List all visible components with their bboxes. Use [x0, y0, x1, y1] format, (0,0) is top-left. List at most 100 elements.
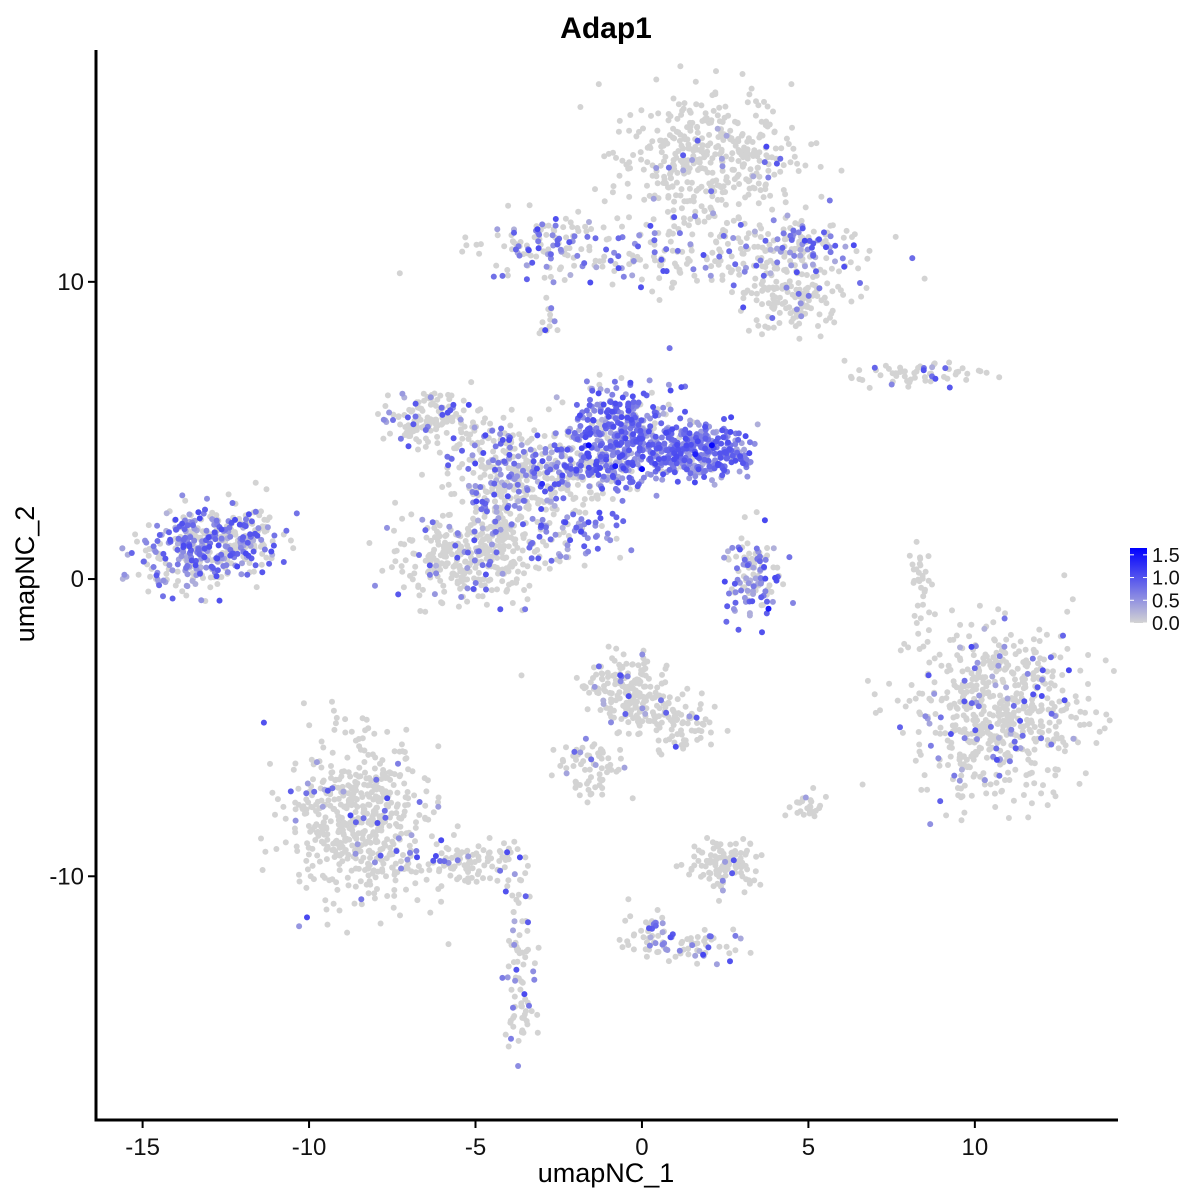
cell-point [750, 588, 756, 594]
cell-point [996, 653, 1003, 660]
cell-point [485, 552, 492, 559]
cell-point [914, 602, 921, 609]
cell-point [1003, 684, 1010, 691]
cell-point [386, 822, 393, 829]
cell-point [492, 518, 499, 525]
cell-point [321, 874, 328, 881]
cell-point [953, 632, 960, 639]
cell-point [592, 762, 599, 768]
cell-point [750, 173, 757, 180]
cell-point [956, 777, 963, 784]
cell-point [613, 522, 620, 529]
cell-point [658, 149, 665, 156]
cell-point [280, 559, 287, 565]
cell-point [692, 213, 698, 220]
cell-point [507, 1019, 514, 1026]
cell-point [500, 447, 507, 454]
cell-point [303, 790, 310, 797]
cell-point [515, 488, 522, 495]
cell-point [732, 947, 739, 954]
cell-point [658, 143, 665, 150]
cell-point [963, 376, 970, 383]
cell-point [985, 740, 992, 747]
cell-point [184, 571, 191, 578]
cell-point [357, 773, 364, 780]
cell-point [358, 896, 365, 903]
cell-point [501, 482, 508, 489]
cell-point [790, 315, 797, 322]
cell-point [826, 197, 833, 204]
cell-point [482, 465, 489, 472]
cell-point [695, 219, 702, 226]
cell-point [894, 697, 901, 704]
cell-point [1031, 780, 1038, 787]
cell-point [982, 717, 989, 723]
cell-point [412, 413, 419, 420]
cell-point [669, 718, 676, 725]
cell-point [698, 728, 705, 735]
cell-point [1031, 746, 1038, 753]
cell-point [1040, 782, 1046, 789]
cell-point [263, 554, 270, 561]
cell-point [629, 478, 636, 485]
cell-point [913, 620, 920, 626]
cell-point [335, 817, 342, 824]
cell-point [613, 535, 620, 542]
cell-point [769, 598, 776, 605]
cell-point [352, 883, 359, 890]
cell-point [662, 679, 669, 686]
cell-point [732, 441, 739, 448]
cell-point [911, 374, 918, 381]
cell-point [636, 232, 643, 239]
cell-point [997, 692, 1004, 699]
cell-point [921, 275, 928, 282]
cell-point [650, 216, 657, 223]
cell-point [871, 364, 878, 371]
cell-point [465, 482, 472, 489]
cell-point [932, 711, 939, 717]
cell-point [1003, 659, 1010, 666]
cell-point [501, 840, 507, 847]
cell-point [364, 838, 371, 845]
cell-point [646, 942, 653, 949]
cell-point [484, 533, 491, 540]
cell-point [639, 671, 646, 678]
cell-point [787, 249, 793, 256]
cell-point [431, 546, 438, 553]
cell-point [434, 396, 441, 403]
cell-point [342, 847, 349, 853]
cell-point [938, 662, 945, 669]
cell-point [497, 431, 504, 437]
cell-point [1019, 679, 1026, 685]
cell-point [527, 446, 534, 453]
cell-point [694, 934, 701, 940]
cell-point [140, 558, 147, 565]
cell-point [425, 861, 432, 868]
cell-point [647, 683, 654, 690]
cell-point [1038, 702, 1045, 709]
cell-point [524, 1021, 531, 1028]
cell-point [427, 909, 434, 916]
cell-point [598, 523, 605, 529]
cell-point [767, 270, 774, 277]
cell-point [454, 823, 461, 830]
cell-point [563, 770, 570, 777]
cell-point [726, 248, 733, 255]
cell-point [757, 187, 764, 194]
cell-point [365, 751, 372, 758]
cell-point [363, 775, 370, 782]
cell-point [863, 285, 870, 291]
cell-point [1059, 672, 1066, 678]
cell-point [617, 755, 624, 762]
cell-point [680, 737, 687, 744]
cell-point [391, 527, 397, 534]
cell-point [365, 819, 372, 826]
cell-point [617, 554, 624, 561]
cell-point [438, 850, 445, 857]
cell-point [902, 703, 909, 710]
cell-point [397, 540, 404, 547]
cell-point [544, 475, 551, 482]
cell-point [510, 548, 517, 555]
cell-point [794, 160, 801, 167]
cell-point [782, 299, 789, 306]
